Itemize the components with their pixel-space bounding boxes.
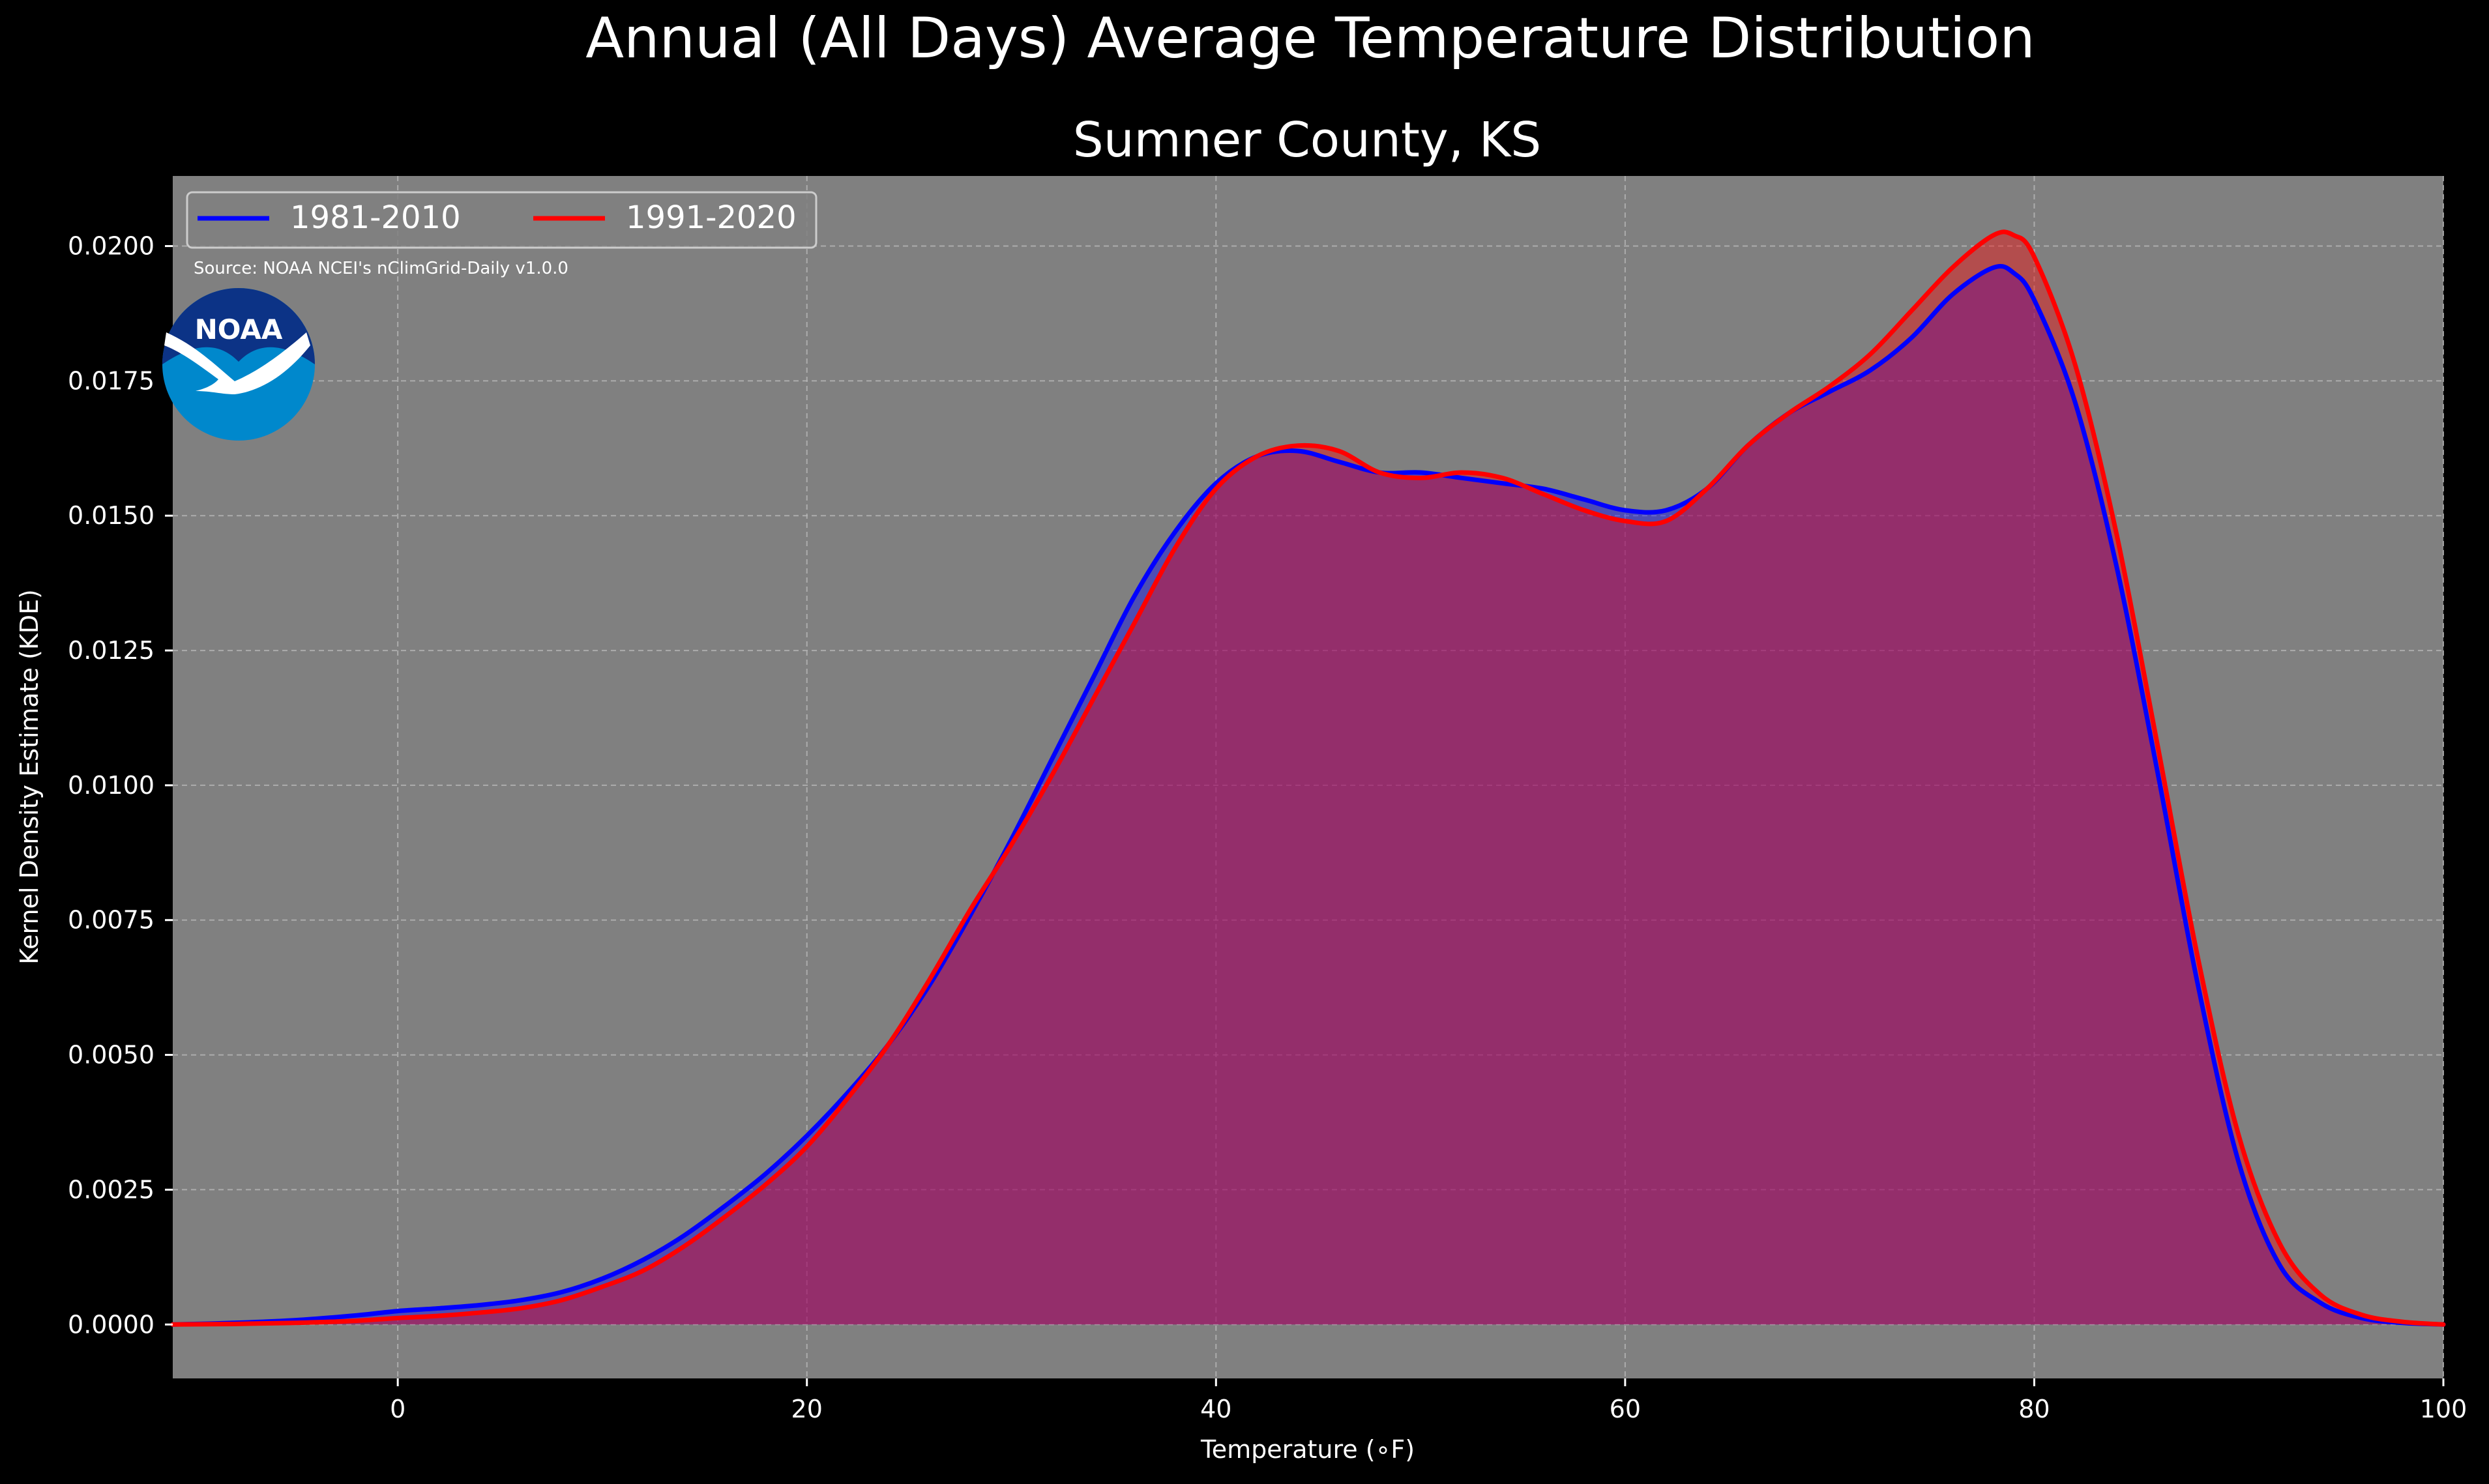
legend-label-1991-2020: 1991-2020 (626, 199, 797, 236)
legend-box (186, 191, 817, 249)
y-tick-label: 0.0125 (68, 636, 155, 665)
y-tick-label: 0.0175 (68, 366, 155, 395)
tick-layer: 0 20 40 60 80 100 0.0000 0.0025 0.0050 0.0075 0.01… (68, 232, 2467, 1423)
series-line-1991-2020 (170, 229, 2446, 1327)
y-tick-label: 0.0000 (68, 1310, 155, 1339)
series-fill-layer (173, 231, 2443, 1325)
noaa-logo-top (162, 288, 315, 364)
x-tick-label: 40 (1200, 1395, 1231, 1423)
noaa-logo-gull-icon (164, 332, 310, 394)
y-tick-label: 0.0025 (68, 1175, 155, 1204)
y-tick-label: 0.0200 (68, 232, 155, 261)
y-axis-label: Kernel Density Estimate (KDE) (15, 589, 44, 965)
x-tick-label: 20 (791, 1395, 823, 1423)
series-line-layer (170, 229, 2446, 1327)
y-tick-label: 0.0100 (68, 771, 155, 800)
series-area-1991-2020 (173, 231, 2443, 1325)
y-tick-label: 0.0050 (68, 1041, 155, 1069)
noaa-logo: NOAA (162, 288, 315, 441)
y-tick-label: 0.0075 (68, 906, 155, 935)
y-tick-label: 0.0150 (68, 501, 155, 530)
source-note: Source: NOAA NCEI's nClimGrid-Daily v1.0… (194, 259, 568, 278)
legend-label-1981-2010: 1981-2010 (290, 199, 461, 236)
series-area-1981-2010 (173, 266, 2443, 1325)
grid-layer (173, 176, 2444, 1378)
legend: 1981-2010 1991-2020 (186, 191, 817, 249)
x-tick-label: 80 (2018, 1395, 2050, 1423)
chart-subtitle: Sumner County, KS (1073, 112, 1541, 168)
x-axis-label: Temperature (∘F) (1200, 1435, 1415, 1464)
x-tick-label: 100 (2420, 1395, 2467, 1423)
x-tick-label: 60 (1610, 1395, 1641, 1423)
noaa-logo-text: NOAA (195, 313, 283, 345)
chart-title: Annual (All Days) Average Temperature Di… (585, 6, 2035, 71)
x-tick-label: 0 (390, 1395, 405, 1423)
